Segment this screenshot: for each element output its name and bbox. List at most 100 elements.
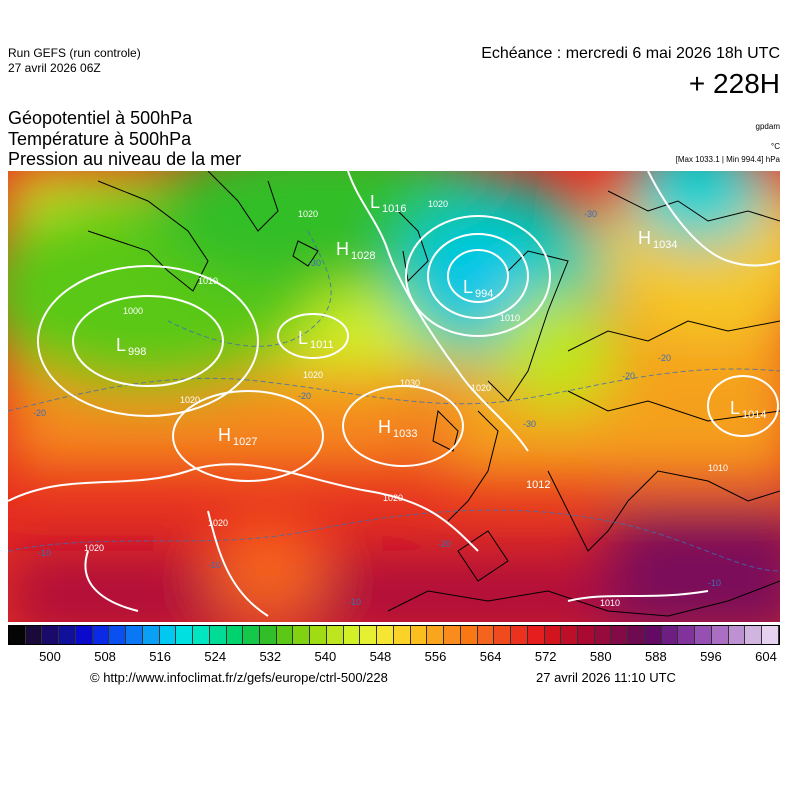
colorbar-cell (511, 626, 528, 644)
valid-time: Echéance : mercredi 6 mai 2026 18h UTC (481, 45, 780, 62)
svg-text:1027: 1027 (233, 436, 257, 448)
colorbar-cell (427, 626, 445, 644)
svg-text:1011: 1011 (310, 339, 334, 351)
svg-text:1028: 1028 (351, 250, 375, 262)
isobars (8, 171, 780, 617)
isobar-label: 1020 (471, 383, 491, 393)
colorbar-labels: 500 508 516 524 532 540 548 556 564 572 580 588 596 6… (8, 649, 780, 667)
colorbar-tick-label: 572 (534, 649, 557, 664)
svg-text:L: L (463, 277, 473, 297)
isotherm-label: -10 (708, 578, 721, 588)
pressure-center: H 1034 (638, 228, 677, 251)
colorbar-cell (75, 626, 93, 644)
colorbar-cell (561, 626, 578, 644)
isotherm-label: -30 (584, 209, 597, 219)
colorbar-cell (444, 626, 461, 644)
pressure-center: L 998 (116, 335, 146, 358)
colorbar-cell (544, 626, 562, 644)
colorbar-cell (678, 626, 696, 644)
svg-text:H: H (336, 239, 349, 259)
isotherm-label: -20 (298, 391, 311, 401)
isobar-label: 1020 (84, 543, 104, 553)
colorbar-tick-label: 532 (259, 649, 282, 664)
svg-text:998: 998 (128, 346, 146, 358)
colorbar-cell (377, 626, 394, 644)
colorbar-tick-label: 604 (755, 649, 777, 664)
pressure-center: 1012 (526, 479, 550, 491)
isobar-label: 1010 (500, 313, 520, 323)
colorbar-cell (142, 626, 160, 644)
isobar-label: 1020 (428, 199, 448, 209)
colorbar-tick-label: 588 (644, 649, 667, 664)
colorbar-cell (42, 626, 60, 644)
colorbar-cell (695, 626, 712, 644)
colorbar-tick-label: 596 (700, 649, 722, 664)
isobar-label: 1000 (123, 306, 143, 316)
colorbar-cell (293, 626, 311, 644)
geopotential-field (8, 171, 780, 622)
colorbar-cell (25, 626, 43, 644)
coastlines (87, 171, 780, 617)
isobar-label: 1020 (180, 395, 200, 405)
colorbar-cell (360, 626, 378, 644)
colorbar-cell (176, 626, 194, 644)
colorbar-tick-label: 564 (479, 649, 502, 664)
pressure-centers: L 1016 H 1028 L 994 H 1034 L 998 L 1011 H 1027 … (116, 192, 766, 491)
colorbar-cell (594, 626, 612, 644)
pressure-center: H 1028 (336, 239, 375, 262)
isotherm-label: -20 (622, 371, 635, 381)
colorbar-cell (92, 626, 110, 644)
colorbar-cell (477, 626, 495, 644)
run-name: Run GEFS (run controle) (8, 46, 141, 60)
footer-timestamp: 27 avril 2026 11:10 UTC (536, 670, 676, 685)
isobar-label: 1010 (600, 598, 620, 608)
isotherm-label: -10 (208, 560, 221, 570)
colorbar-cell (494, 626, 512, 644)
colorbar-cell (226, 626, 244, 644)
isotherm-label: -30 (308, 258, 321, 268)
pressure-center: H 1027 (218, 425, 257, 448)
colorbar-tick-label: 556 (424, 649, 447, 664)
colorbar-cell (527, 626, 545, 644)
colorbar-cell (393, 626, 411, 644)
colorbar-cell (260, 626, 277, 644)
isobar-label: 1020 (208, 518, 228, 528)
colorbar-tick-label: 548 (369, 649, 392, 664)
isobar-label: 1010 (708, 463, 728, 473)
pressure-center: H 1033 (378, 417, 417, 440)
colorbar-tick-label: 500 (39, 649, 61, 664)
svg-text:1034: 1034 (653, 239, 677, 251)
unit-temperature: °C (771, 142, 780, 151)
isotherms (8, 230, 780, 572)
isobar-labels: 1020 1010 1000 1020 1020 1020 1010 1020 … (84, 199, 728, 608)
colorbar-cell (310, 626, 327, 644)
footer-url: © http://www.infoclimat.fr/z/gefs/europe… (90, 670, 388, 685)
colorbar-cell (460, 626, 478, 644)
colorbar-cell (126, 626, 143, 644)
colorbar-cell (611, 626, 629, 644)
colorbar-cell (745, 626, 763, 644)
colorbar-cell (243, 626, 261, 644)
colorbar-cell (628, 626, 645, 644)
isobar-label: 1010 (198, 276, 218, 286)
svg-text:H: H (218, 425, 231, 445)
colorbar-cell (644, 626, 662, 644)
colorbar-cell (276, 626, 294, 644)
isobar-label: 1020 (298, 209, 318, 219)
isotherm-label: -30 (523, 419, 536, 429)
svg-text:1033: 1033 (393, 428, 417, 440)
isotherm-label: -20 (658, 353, 671, 363)
colorbar-tick-label: 508 (94, 649, 116, 664)
pressure-center: L 1011 (298, 328, 334, 351)
colorbar-cell (193, 626, 210, 644)
pressure-center: L 1016 (370, 192, 406, 215)
svg-text:L: L (730, 398, 740, 418)
svg-text:L: L (298, 328, 308, 348)
pressure-max-min: [Max 1033.1 | Min 994.4] hPa (675, 155, 780, 164)
isotherm-label: -20 (438, 539, 451, 549)
colorbar-cell (762, 626, 779, 644)
isobar-label: 1020 (383, 493, 403, 503)
svg-text:H: H (638, 228, 651, 248)
colorbar-cell (728, 626, 746, 644)
colorbar-cell (209, 626, 227, 644)
